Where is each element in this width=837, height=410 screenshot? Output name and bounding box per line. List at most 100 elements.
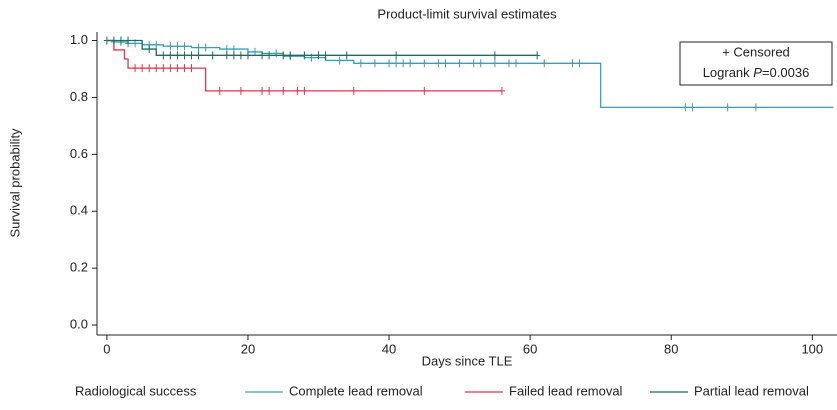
chart-title: Product-limit survival estimates <box>377 6 557 21</box>
y-tick-label: 1.0 <box>70 32 88 47</box>
censor-mark <box>682 103 689 112</box>
censor-mark <box>181 51 188 60</box>
logrank-label: Logrank P=0.0036 <box>703 65 810 80</box>
censor-mark <box>146 45 153 54</box>
censor-mark <box>195 43 202 52</box>
censor-mark <box>110 36 117 45</box>
censor-mark <box>266 86 273 95</box>
x-tick-label: 0 <box>103 341 110 356</box>
survival-curve <box>106 39 538 56</box>
x-tick-label: 80 <box>664 341 678 356</box>
censor-mark <box>174 51 181 60</box>
censor-mark <box>195 51 202 60</box>
censor-mark <box>139 64 146 73</box>
legend-title: Radiological success <box>75 383 197 398</box>
censor-mark <box>167 64 174 73</box>
y-axis-label: Survival probability <box>7 128 22 238</box>
censor-mark <box>442 59 449 68</box>
censor-mark <box>491 59 498 68</box>
censor-mark <box>174 64 181 73</box>
censor-mark <box>132 64 139 73</box>
x-tick-label: 20 <box>241 341 255 356</box>
y-tick-label: 0.0 <box>70 316 88 331</box>
censor-mark <box>393 51 400 60</box>
censor-mark <box>435 59 442 68</box>
censor-mark <box>223 51 230 60</box>
logrank-symbol: P <box>753 65 762 80</box>
censor-mark <box>534 51 541 60</box>
legend-label: Partial lead removal <box>694 383 809 398</box>
x-tick-label: 40 <box>382 341 396 356</box>
censor-mark <box>541 59 548 68</box>
censor-mark <box>230 51 237 60</box>
censor-mark <box>491 51 498 60</box>
censor-mark <box>125 36 132 45</box>
censor-mark <box>259 86 266 95</box>
censor-mark <box>421 59 428 68</box>
censor-mark <box>202 43 209 52</box>
censor-mark <box>153 64 160 73</box>
censor-mark <box>167 42 174 51</box>
censor-mark <box>689 103 696 112</box>
censor-mark <box>146 64 153 73</box>
censor-mark <box>273 49 280 58</box>
censor-mark <box>343 51 350 60</box>
y-tick-label: 0.6 <box>70 146 88 161</box>
censor-mark <box>569 59 576 68</box>
censor-mark <box>259 51 266 60</box>
censor-mark <box>477 59 484 68</box>
censor-mark <box>237 51 244 60</box>
censor-mark <box>216 86 223 95</box>
censor-mark <box>322 51 329 60</box>
censored-note: + Censored <box>722 44 790 59</box>
censor-mark <box>188 51 195 60</box>
censor-mark <box>371 59 378 68</box>
censor-mark <box>470 59 477 68</box>
censor-mark <box>357 59 364 68</box>
legend-label: Failed lead removal <box>509 383 623 398</box>
censor-mark <box>153 40 160 49</box>
censor-mark <box>287 51 294 60</box>
censor-mark <box>237 86 244 95</box>
x-tick-label: 100 <box>801 341 823 356</box>
y-tick-label: 0.4 <box>70 203 88 218</box>
censor-mark <box>188 64 195 73</box>
censor-mark <box>724 103 731 112</box>
censor-mark <box>421 86 428 95</box>
censor-mark <box>181 42 188 51</box>
censor-mark <box>456 59 463 68</box>
censor-mark <box>498 86 505 95</box>
censor-mark <box>280 51 287 60</box>
censor-mark <box>505 59 512 68</box>
censor-mark <box>117 36 124 45</box>
censor-mark <box>301 51 308 60</box>
annotation-box <box>679 41 833 86</box>
censor-mark <box>315 51 322 60</box>
censor-mark <box>266 51 273 60</box>
censor-mark <box>301 86 308 95</box>
censor-mark <box>103 36 110 45</box>
censor-mark <box>244 51 251 60</box>
censor-mark <box>393 59 400 68</box>
censor-mark <box>576 59 583 68</box>
censor-mark <box>400 59 407 68</box>
x-tick-label: 60 <box>523 341 537 356</box>
y-tick-label: 0.2 <box>70 260 88 275</box>
censor-mark <box>167 51 174 60</box>
censor-mark <box>386 59 393 68</box>
logrank-prefix: Logrank <box>703 65 754 80</box>
y-tick-label: 0.8 <box>70 89 88 104</box>
censor-mark <box>181 64 188 73</box>
censor-mark <box>280 86 287 95</box>
censor-mark <box>174 42 181 51</box>
censor-mark <box>160 51 167 60</box>
censor-mark <box>407 59 414 68</box>
censor-mark <box>513 59 520 68</box>
censor-mark <box>294 86 301 95</box>
legend-label: Complete lead removal <box>289 383 423 398</box>
x-axis-label: Days since TLE <box>422 353 513 368</box>
censor-mark <box>160 64 167 73</box>
censor-mark <box>752 103 759 112</box>
logrank-value: =0.0036 <box>762 65 809 80</box>
